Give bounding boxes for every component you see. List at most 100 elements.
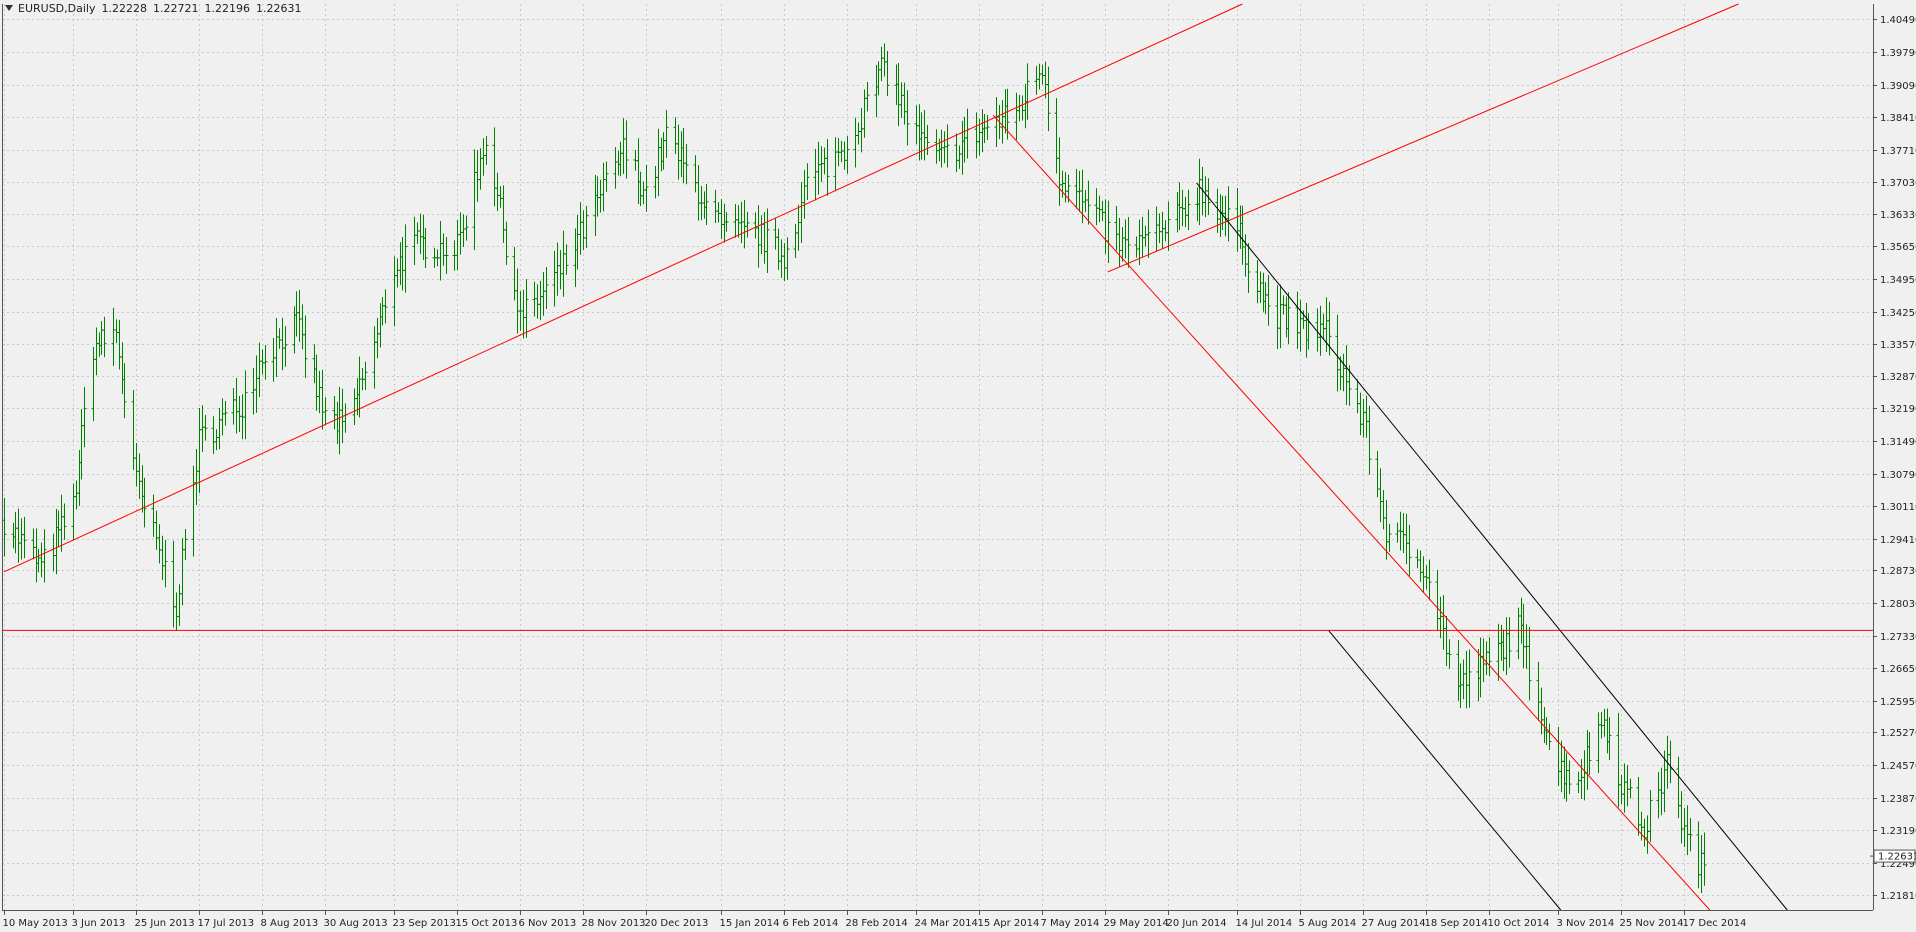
price-tick-label: 1.32190 [1880,404,1916,415]
price-bar [1186,189,1191,231]
date-tick-label: 7 May 2014 [1041,918,1100,929]
date-tick-label: 6 Nov 2013 [519,918,577,929]
date-tick-label: 14 Jul 2014 [1236,918,1293,929]
price-bar [704,183,709,225]
price-bar [423,227,428,269]
date-tick-label: 24 Mar 2014 [915,918,978,929]
price-bar [283,326,288,367]
price-bar [363,361,368,390]
price-bar [524,279,529,338]
price-bar [544,267,549,309]
price-bar [664,110,669,158]
price-bar [604,161,609,192]
price-bar [62,503,67,540]
price-bar [464,215,469,241]
date-tick-label: 15 Oct 2013 [456,918,518,929]
price-bar [1126,217,1131,268]
date-tick-label: 17 Dec 2014 [1683,918,1747,929]
price-bar [183,528,188,561]
date-tick-label: 20 Dec 2013 [645,918,709,929]
price-tick-label: 1.21810 [1880,891,1916,902]
price-bar [223,401,228,426]
price-tick-label: 1.33570 [1880,340,1916,351]
price-bar [1487,637,1492,677]
trendline[interactable] [992,114,1711,911]
low-value: 1.22196 [204,2,250,15]
price-bar [1607,717,1612,760]
price-bar [203,414,208,441]
price-bar [865,82,870,112]
price-bar [765,208,770,274]
date-tick-label: 17 Jul 2013 [198,918,255,929]
price-bar [102,316,107,358]
price-bar [303,315,308,378]
date-tick-label: 28 Feb 2014 [846,918,908,929]
date-tick-label: 10 Oct 2014 [1488,918,1550,929]
price-bar [263,344,268,380]
price-tick-label: 1.23190 [1880,826,1916,837]
price-bar [403,224,408,293]
price-tick-label: 1.27330 [1880,632,1916,643]
price-bar [1427,559,1432,601]
price-bar [1702,832,1707,886]
price-bar [905,90,910,146]
date-tick-label: 15 Jan 2014 [720,918,780,929]
price-bar [1226,186,1231,242]
date-tick-label: 23 Sep 2013 [393,918,456,929]
price-bar [584,205,589,248]
price-bar [624,120,629,179]
price-bar [504,221,509,265]
price-bar [985,115,990,140]
price-tick-label: 1.25270 [1880,728,1916,739]
price-bar [1407,524,1412,576]
trendline[interactable] [3,3,1243,573]
trendlines[interactable] [2,3,1873,911]
price-bar [1587,732,1592,776]
price-bar [1086,180,1091,225]
high-value: 1.22721 [152,2,199,15]
trendline[interactable] [1196,182,1788,911]
price-bar [1266,275,1271,326]
date-tick-label: 8 Aug 2013 [261,918,319,929]
date-tick-label: 15 Apr 2014 [978,918,1040,929]
date-tick-label: 27 Aug 2014 [1362,918,1426,929]
date-tick-label: 20 Jun 2014 [1167,918,1227,929]
price-bar [383,289,388,324]
date-tick-label: 5 Aug 2014 [1299,918,1357,929]
price-tick-label: 1.35650 [1880,242,1916,253]
price-bar [22,516,27,559]
price-bar [825,139,830,196]
open-value: 1.22228 [101,2,147,15]
price-bar [684,143,689,185]
price-bar [1206,178,1211,216]
price-bar [644,165,649,212]
price-tick-label: 1.34950 [1880,275,1916,286]
price-bar [945,124,950,168]
date-tick-label: 18 Sep 2014 [1425,918,1488,929]
price-bar [1507,617,1512,668]
axes: 1.40490 1.39790 1.39090 1.38410 1.37710 1.370… [2,4,1916,929]
price-tick-label: 1.30110 [1880,502,1916,513]
trendline[interactable] [1107,3,1739,273]
price-tick-label: 1.28030 [1880,599,1916,610]
symbol-label: EURUSD,Daily [18,2,96,15]
price-bar [845,136,850,174]
price-bar [1246,243,1251,294]
price-bar [1347,365,1352,406]
price-tick-label: 1.37710 [1880,146,1916,157]
price-bar [323,397,328,426]
price-tick-label: 1.29410 [1880,535,1916,546]
chart-header: EURUSD,Daily 1.22228 1.22721 1.22196 1.22631 [5,2,301,15]
price-bar [1367,405,1372,475]
price-tick-label: 1.23870 [1880,794,1916,805]
price-bar [785,237,790,280]
price-bar [1046,66,1051,132]
chart-menu-triangle-icon[interactable] [5,5,13,11]
trendline[interactable] [1328,630,1562,911]
price-tick-label: 1.39790 [1880,48,1916,59]
date-tick-label: 25 Jun 2013 [135,918,195,929]
price-bar [444,237,449,275]
